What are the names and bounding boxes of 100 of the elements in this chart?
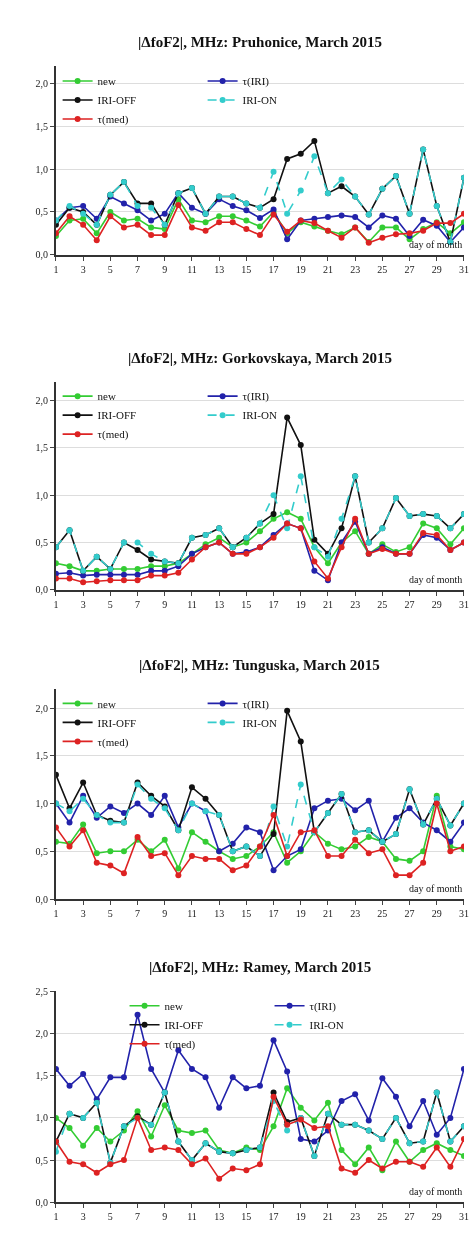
x-tick-label: 7 xyxy=(135,263,141,275)
x-tick-label: 31 xyxy=(458,598,469,610)
x-tick-label: 7 xyxy=(135,598,141,610)
legend-label: τ(IRI) xyxy=(242,75,270,89)
y-tick-label: 0,5 xyxy=(35,206,48,218)
y-tick-label: 0,0 xyxy=(35,1196,48,1208)
x-tick-label: 17 xyxy=(268,598,279,610)
x-tick-label: 15 xyxy=(241,1211,252,1223)
x-tick-label: 11 xyxy=(187,598,197,610)
x-tick-label: 19 xyxy=(295,908,306,920)
x-axis-title: day of month xyxy=(409,239,463,250)
y-tick-label: 0,5 xyxy=(35,845,48,857)
x-tick-label: 21 xyxy=(322,598,333,610)
x-tick-label: 21 xyxy=(322,908,333,920)
x-tick-label: 9 xyxy=(162,598,168,610)
y-tick-label: 2,0 xyxy=(35,1027,48,1039)
x-tick-label: 19 xyxy=(295,598,306,610)
legend-label: new xyxy=(97,697,116,710)
x-tick-label: 27 xyxy=(404,263,415,275)
x-tick-label: 29 xyxy=(431,263,442,275)
x-tick-label: 29 xyxy=(431,1211,442,1223)
x-tick-label: 9 xyxy=(162,908,168,920)
x-tick-label: 7 xyxy=(135,908,141,920)
legend-label: new xyxy=(97,390,116,403)
chart-title: |ΔfoF2|, MHz: Gorkovskaya, March 2015 xyxy=(128,350,393,366)
x-tick-label: 27 xyxy=(404,908,415,920)
legend-label: τ(med) xyxy=(97,735,129,749)
chart-title: |ΔfoF2|, MHz: Pruhonice, March 2015 xyxy=(138,34,383,50)
y-tick-label: 1,0 xyxy=(35,489,48,501)
legend-label: IRI-ON xyxy=(309,1019,344,1031)
y-tick-label: 2,0 xyxy=(35,395,48,407)
x-tick-label: 13 xyxy=(214,598,225,610)
legend-label: IRI-ON xyxy=(242,716,277,729)
x-tick-label: 9 xyxy=(162,263,168,275)
x-tick-label: 3 xyxy=(80,263,86,275)
x-tick-label: 1 xyxy=(53,1211,59,1223)
y-tick-label: 1,0 xyxy=(35,1112,48,1124)
x-axis-title: day of month xyxy=(409,574,463,585)
x-tick-label: 27 xyxy=(404,1211,415,1223)
y-tick-label: 1,0 xyxy=(35,798,48,810)
legend-label: IRI-ON xyxy=(242,409,277,422)
x-tick-label: 1 xyxy=(53,908,59,920)
legend-label: IRI-OFF xyxy=(97,716,137,729)
chart-title: |ΔfoF2|, MHz: Ramey, March 2015 xyxy=(149,959,372,975)
x-axis-title: day of month xyxy=(409,883,463,894)
x-tick-label: 27 xyxy=(404,598,415,610)
x-tick-label: 13 xyxy=(214,1211,225,1223)
x-tick-label: 7 xyxy=(135,1211,141,1223)
y-tick-label: 0,0 xyxy=(35,893,48,905)
legend-label: IRI-ON xyxy=(242,94,277,107)
x-tick-label: 29 xyxy=(431,908,442,920)
y-tick-label: 0,5 xyxy=(35,1154,48,1166)
legend-label: IRI-OFF xyxy=(97,94,137,107)
legend-label: τ(IRI) xyxy=(242,697,270,711)
x-tick-label: 13 xyxy=(214,908,225,920)
x-tick-label: 5 xyxy=(107,598,113,610)
x-tick-label: 23 xyxy=(350,1211,361,1223)
x-tick-label: 13 xyxy=(214,263,225,275)
x-tick-label: 3 xyxy=(80,1211,86,1223)
x-tick-label: 11 xyxy=(187,908,197,920)
y-tick-label: 1,0 xyxy=(35,163,48,175)
y-tick-label: 2,5 xyxy=(35,985,48,997)
x-tick-label: 17 xyxy=(268,908,279,920)
x-tick-label: 25 xyxy=(377,598,388,610)
x-tick-label: 19 xyxy=(295,1211,306,1223)
x-axis-title: day of month xyxy=(409,1186,463,1197)
x-tick-label: 3 xyxy=(80,598,86,610)
y-tick-label: 0,5 xyxy=(35,536,48,548)
legend-label: τ(med) xyxy=(97,428,129,442)
y-tick-label: 0,0 xyxy=(35,249,48,261)
x-tick-label: 25 xyxy=(377,1211,388,1223)
y-tick-label: 2,0 xyxy=(35,78,48,90)
x-tick-label: 1 xyxy=(53,598,59,610)
y-tick-label: 2,0 xyxy=(35,702,48,714)
x-tick-label: 19 xyxy=(295,263,306,275)
x-tick-label: 21 xyxy=(322,263,333,275)
x-tick-label: 23 xyxy=(350,908,361,920)
x-tick-label: 25 xyxy=(377,908,388,920)
x-tick-label: 31 xyxy=(458,1211,469,1223)
x-tick-label: 15 xyxy=(241,908,252,920)
x-tick-label: 23 xyxy=(350,598,361,610)
x-tick-label: 21 xyxy=(322,1211,333,1223)
y-tick-label: 1,5 xyxy=(35,1070,48,1082)
x-tick-label: 25 xyxy=(377,263,388,275)
legend-label: new xyxy=(97,75,116,88)
legend-label: τ(med) xyxy=(97,113,129,127)
legend-label: IRI-OFF xyxy=(97,409,137,422)
x-tick-label: 31 xyxy=(458,908,469,920)
x-tick-label: 11 xyxy=(187,1211,197,1223)
chart-title: |ΔfoF2|, MHz: Tunguska, March 2015 xyxy=(139,657,380,673)
x-tick-label: 17 xyxy=(268,263,279,275)
x-tick-label: 23 xyxy=(350,263,361,275)
x-tick-label: 5 xyxy=(107,1211,113,1223)
x-tick-label: 9 xyxy=(162,1211,168,1223)
y-tick-label: 1,5 xyxy=(35,750,48,762)
x-tick-label: 3 xyxy=(80,908,86,920)
x-tick-label: 11 xyxy=(187,263,197,275)
x-tick-label: 5 xyxy=(107,908,113,920)
y-tick-label: 0,0 xyxy=(35,584,48,596)
legend-label: τ(IRI) xyxy=(309,1000,337,1013)
